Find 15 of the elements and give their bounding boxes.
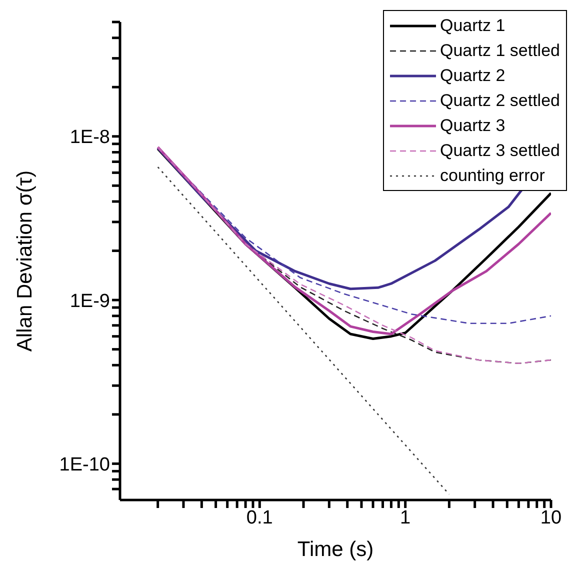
- y-tick-label: 1E-8: [70, 127, 110, 148]
- y-tick-label: 1E-10: [59, 454, 110, 476]
- legend-label: Quartz 3 settled: [440, 140, 560, 160]
- x-tick-label: 0.1: [246, 507, 273, 528]
- legend-label: Quartz 2 settled: [440, 90, 560, 110]
- x-axis-title: Time (s): [297, 538, 374, 561]
- x-tick-label: 1: [400, 507, 411, 528]
- x-tick-label: 10: [540, 507, 562, 528]
- y-tick-label: 1E-9: [70, 290, 110, 312]
- legend-label: Quartz 3: [440, 116, 506, 136]
- legend-label: counting error: [440, 166, 545, 186]
- legend-label: Quartz 1 settled: [440, 40, 560, 60]
- legend-label: Quartz 2: [440, 66, 506, 86]
- legend-label: Quartz 1: [440, 16, 506, 36]
- y-axis-title: Allan Deviation σ(τ): [13, 170, 36, 352]
